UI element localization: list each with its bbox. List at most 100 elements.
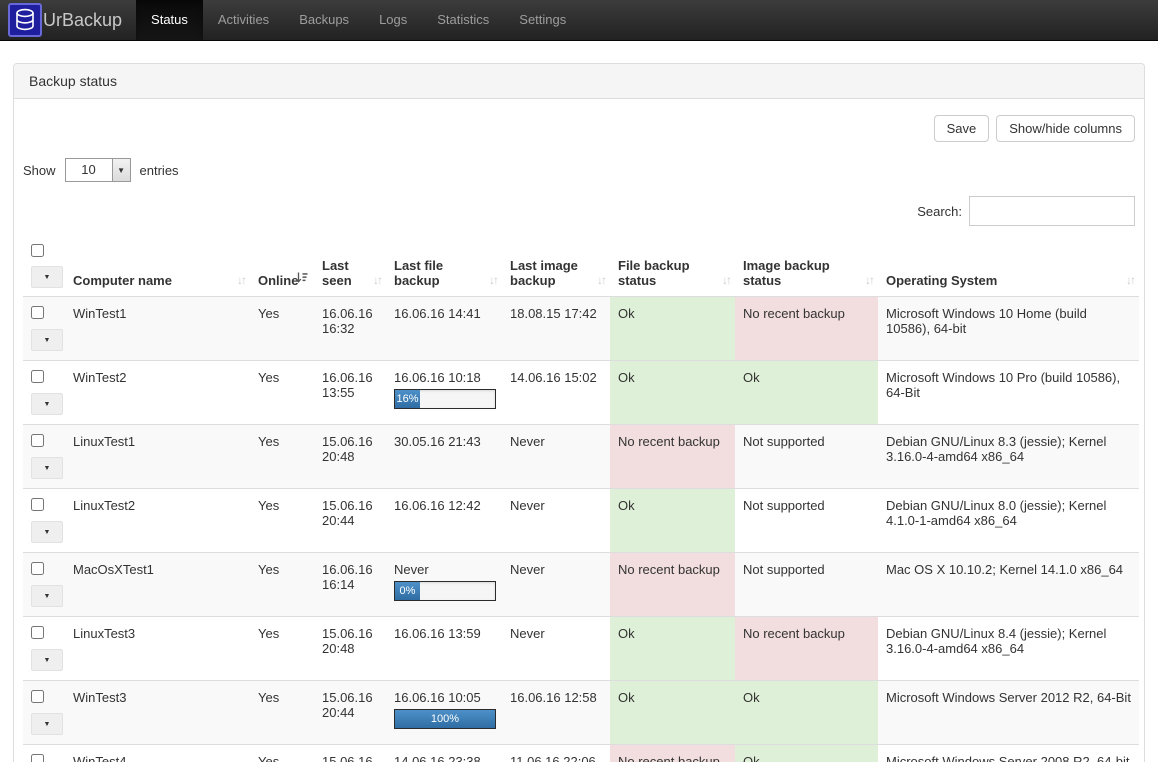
last-image-backup-cell: Never	[502, 616, 610, 681]
operating-system-cell: Microsoft Windows Server 2012 R2, 64-Bit	[878, 680, 1139, 745]
sort-icon-operating-system[interactable]: ↓↑	[1126, 273, 1136, 287]
sort-icon-last-file-backup[interactable]: ↓↑	[489, 273, 499, 287]
image-backup-status-cell: Not supported	[735, 424, 878, 489]
entries-label: entries	[139, 162, 179, 178]
last-seen-cell: 16.06.16 13:55	[314, 360, 386, 425]
last-seen-cell: 16.06.16 16:32	[314, 296, 386, 361]
table-body: ▼ WinTest1 Yes 16.06.16 16:32 16.06.16 14:41…	[23, 296, 1139, 762]
row-select-checkbox[interactable]	[31, 754, 44, 762]
col-header-last-seen[interactable]: Last seen ↓↑	[314, 236, 386, 297]
save-button[interactable]: Save	[933, 115, 990, 142]
last-seen-cell: 16.06.16 16:14	[314, 552, 386, 617]
panel-title: Backup status	[14, 64, 1144, 99]
row-select-cell: ▼	[23, 360, 65, 425]
search-input[interactable]	[969, 196, 1135, 226]
computer-name-cell: WinTest1	[65, 296, 250, 361]
row-select-checkbox[interactable]	[31, 562, 44, 575]
urbackup-logo-icon	[8, 3, 42, 37]
col-header-online[interactable]: Online	[250, 236, 314, 297]
col-header-image-backup-status[interactable]: Image backup status ↓↑	[735, 236, 878, 297]
last-seen-cell: 15.06.16 20:48	[314, 616, 386, 681]
file-backup-status-cell: No recent backup	[610, 424, 735, 489]
last-file-backup-text: 16.06.16 14:41	[394, 306, 481, 321]
progress-fill: 16%	[395, 390, 420, 408]
row-select-cell: ▼	[23, 488, 65, 553]
col-header-last-image-backup[interactable]: Last image backup ↓↑	[502, 236, 610, 297]
sort-icon-computer-name[interactable]: ↓↑	[237, 273, 247, 287]
row-select-cell: ▼	[23, 296, 65, 361]
select-all-header: ▼	[23, 236, 65, 297]
row-select-checkbox[interactable]	[31, 306, 44, 319]
row-menu-button[interactable]: ▼	[31, 329, 63, 351]
row-select-cell: ▼	[23, 552, 65, 617]
file-backup-status-cell: Ok	[610, 616, 735, 681]
sort-icon-last-image-backup[interactable]: ↓↑	[597, 273, 607, 287]
search-label: Search:	[917, 203, 962, 219]
file-backup-status-cell: No recent backup	[610, 744, 735, 762]
sort-icon-last-seen[interactable]: ↓↑	[373, 273, 383, 287]
file-backup-status-cell: Ok	[610, 680, 735, 745]
col-header-operating-system[interactable]: Operating System ↓↑	[878, 236, 1139, 297]
header-menu-button[interactable]: ▼	[31, 266, 63, 288]
row-menu-button[interactable]: ▼	[31, 585, 63, 607]
last-seen-cell: 15.06.16 20:44	[314, 744, 386, 762]
backup-status-table: ▼ Computer name ↓↑ Online	[23, 236, 1139, 762]
last-file-backup-cell: 16.06.16 10:18 16%	[386, 360, 502, 425]
sort-icon-file-backup-status[interactable]: ↓↑	[722, 273, 732, 287]
image-backup-status-cell: No recent backup	[735, 616, 878, 681]
operating-system-cell: Microsoft Windows 10 Home (build 10586),…	[878, 296, 1139, 361]
row-select-checkbox[interactable]	[31, 370, 44, 383]
image-backup-status-cell: Ok	[735, 360, 878, 425]
nav-item-settings[interactable]: Settings	[519, 12, 567, 27]
table-row: ▼ MacOsXTest1 Yes 16.06.16 16:14 Never 0% Neve…	[23, 552, 1139, 617]
col-header-file-backup-status[interactable]: File backup status ↓↑	[610, 236, 735, 297]
computer-name-cell: LinuxTest3	[65, 616, 250, 681]
brand-title: UrBackup	[43, 9, 123, 30]
last-image-backup-cell: Never	[502, 552, 610, 617]
operating-system-cell: Mac OS X 10.10.2; Kernel 14.1.0 x86_64	[878, 552, 1139, 617]
last-image-backup-cell: 18.08.15 17:42	[502, 296, 610, 361]
nav-item-backups[interactable]: Backups	[299, 12, 350, 27]
entries-select[interactable]: 10 ▼	[64, 158, 131, 182]
row-select-checkbox[interactable]	[31, 626, 44, 639]
backup-status-panel: Backup status Save Show/hide columns Sho…	[13, 63, 1145, 762]
computer-name-cell: WinTest3	[65, 680, 250, 745]
row-select-cell: ▼	[23, 616, 65, 681]
row-menu-button[interactable]: ▼	[31, 457, 63, 479]
row-select-checkbox[interactable]	[31, 690, 44, 703]
nav-item-status[interactable]: Status	[136, 0, 203, 40]
table-row: ▼ WinTest2 Yes 16.06.16 13:55 16.06.16 10:18…	[23, 360, 1139, 425]
online-cell: Yes	[250, 488, 314, 553]
computer-name-cell: WinTest4	[65, 744, 250, 762]
row-menu-button[interactable]: ▼	[31, 521, 63, 543]
row-menu-button[interactable]: ▼	[31, 713, 63, 735]
col-header-computer-name[interactable]: Computer name ↓↑	[65, 236, 250, 297]
row-menu-button[interactable]: ▼	[31, 393, 63, 415]
nav-item-activities[interactable]: Activities	[217, 12, 270, 27]
show-label: Show	[23, 162, 56, 178]
image-backup-status-cell: No recent backup	[735, 296, 878, 361]
sort-icon-image-backup-status[interactable]: ↓↑	[865, 273, 875, 287]
row-select-cell: ▼	[23, 680, 65, 745]
sort-desc-active-icon[interactable]	[295, 271, 308, 287]
row-select-checkbox[interactable]	[31, 498, 44, 511]
nav-item-logs[interactable]: Logs	[379, 12, 408, 27]
brand[interactable]: UrBackup	[0, 0, 136, 40]
show-hide-columns-button[interactable]: Show/hide columns	[996, 115, 1135, 142]
table-header-row: ▼ Computer name ↓↑ Online	[23, 236, 1139, 297]
entries-select-value: 10	[81, 162, 96, 177]
nav-item-statistics[interactable]: Statistics	[437, 12, 490, 27]
table-row: ▼ LinuxTest1 Yes 15.06.16 20:48 30.05.16 21:…	[23, 424, 1139, 489]
image-backup-status-cell: Ok	[735, 680, 878, 745]
file-backup-status-cell: Ok	[610, 360, 735, 425]
select-all-checkbox[interactable]	[31, 244, 44, 257]
chevron-down-icon: ▼	[111, 159, 130, 181]
row-menu-button[interactable]: ▼	[31, 649, 63, 671]
file-backup-progressbar: 16%	[394, 389, 496, 409]
last-image-backup-cell: 16.06.16 12:58	[502, 680, 610, 745]
row-select-checkbox[interactable]	[31, 434, 44, 447]
last-file-backup-text: 30.05.16 21:43	[394, 434, 481, 449]
col-header-last-file-backup[interactable]: Last file backup ↓↑	[386, 236, 502, 297]
last-file-backup-text: 14.06.16 23:38	[394, 754, 481, 762]
operating-system-cell: Debian GNU/Linux 8.0 (jessie); Kernel 4.…	[878, 488, 1139, 553]
